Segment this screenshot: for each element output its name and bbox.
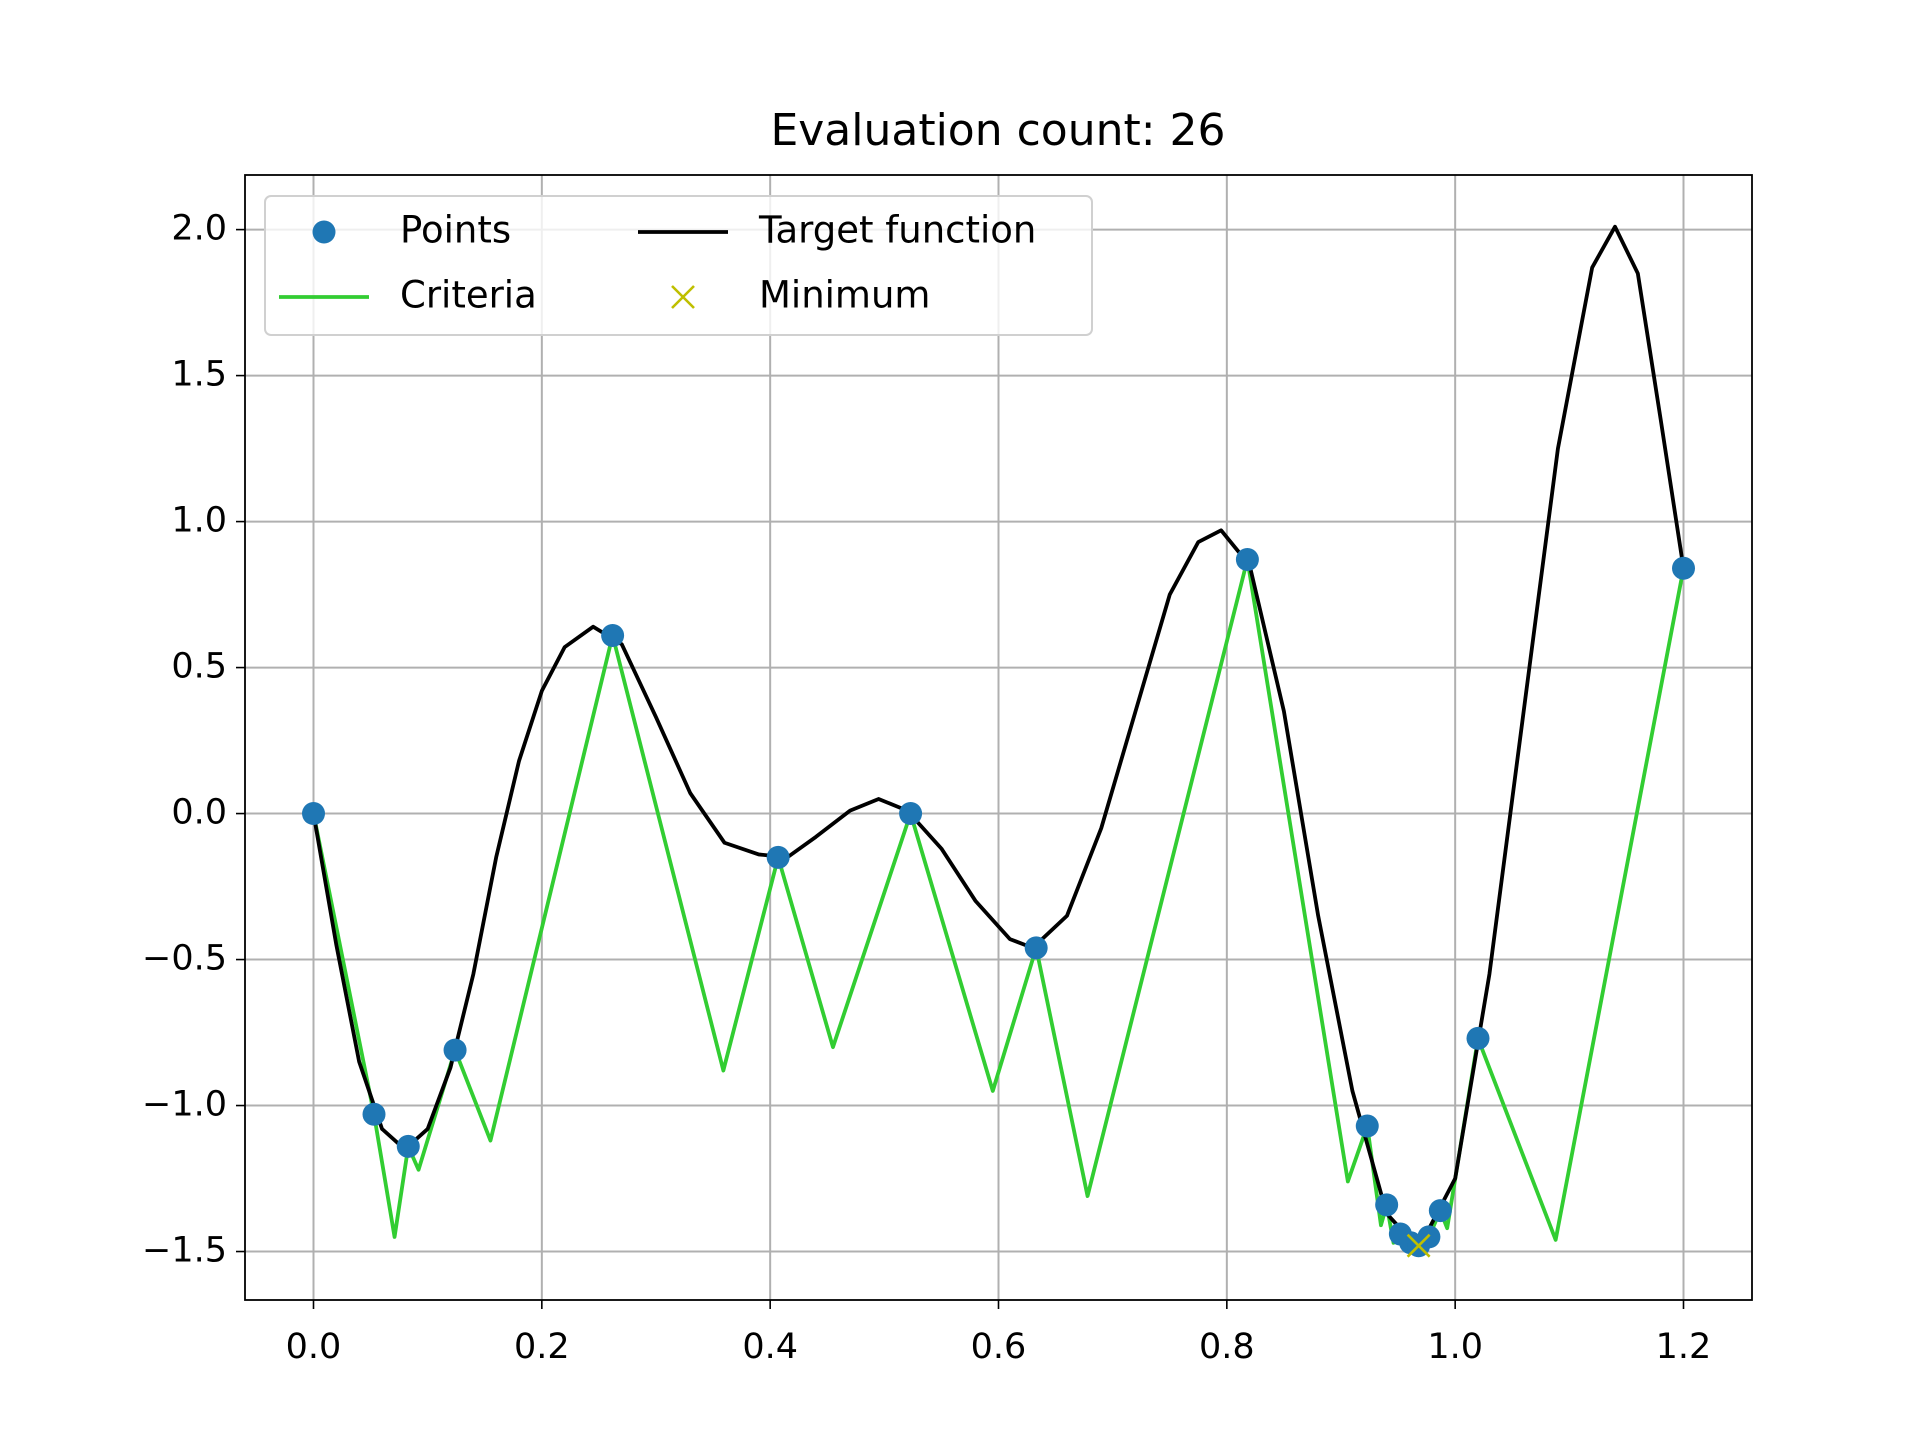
legend-label: Points [400, 209, 511, 252]
point [1235, 548, 1259, 572]
point [899, 802, 923, 826]
point [1375, 1193, 1399, 1217]
x-tick-label: 0.2 [514, 1327, 570, 1367]
x-tick-label: 0.0 [286, 1327, 342, 1367]
y-tick-label: 1.5 [171, 355, 227, 395]
legend-box [264, 195, 1093, 336]
point [302, 802, 325, 826]
point [1355, 1114, 1379, 1138]
point [1024, 936, 1048, 960]
legend-label: Target function [758, 209, 1036, 252]
legend-label: Minimum [759, 274, 930, 317]
y-tick-label: 2.0 [171, 209, 227, 249]
x-tick-label: 0.6 [971, 1327, 1027, 1367]
y-tick-label: −0.5 [142, 939, 227, 979]
point [443, 1038, 467, 1062]
chart-title: Evaluation count: 26 [770, 105, 1225, 156]
point [601, 623, 625, 647]
cross-marker [671, 285, 695, 309]
axes-frame [244, 174, 1753, 1301]
point [766, 845, 790, 869]
y-tick-label: 0.5 [171, 647, 227, 687]
legend-marker [312, 220, 336, 244]
x-tick-label: 1.2 [1656, 1327, 1712, 1367]
y-tick-label: 1.0 [171, 501, 227, 541]
point [396, 1134, 420, 1158]
x-tick-label: 0.8 [1199, 1327, 1255, 1367]
x-tick-label: 0.4 [742, 1327, 798, 1367]
legend-label: Criteria [400, 274, 537, 317]
x-tick-label: 1.0 [1427, 1327, 1483, 1367]
y-tick-label: −1.5 [142, 1231, 227, 1271]
point [1672, 556, 1695, 580]
point [1466, 1026, 1490, 1050]
y-tick-label: −1.0 [142, 1085, 227, 1125]
y-tick-label: 0.0 [171, 793, 227, 833]
point [362, 1102, 386, 1126]
cross-marker [1406, 1233, 1431, 1258]
point [1428, 1199, 1452, 1223]
series-line [311, 224, 1686, 1251]
